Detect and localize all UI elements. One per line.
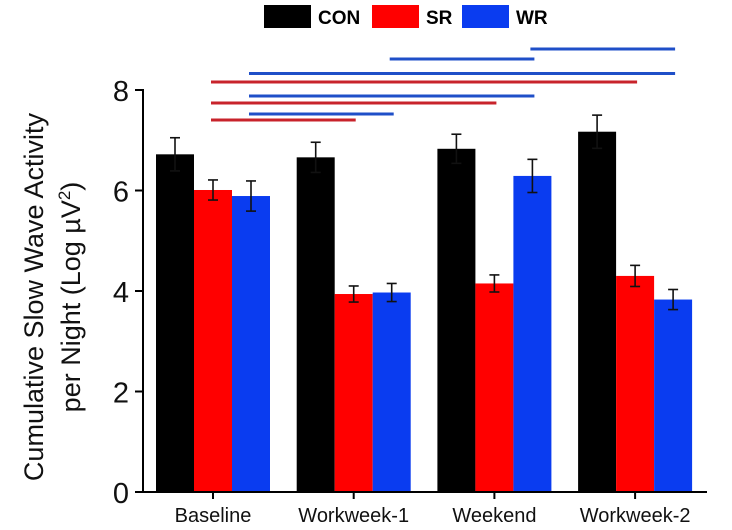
y-axis-label-line1: Cumulative Slow Wave Activity: [19, 112, 49, 481]
bar-wr-weekend: [513, 175, 552, 493]
legend-swatch-wr: [462, 5, 509, 28]
legend: CON SR WR: [264, 5, 548, 29]
legend-swatch-con: [264, 5, 311, 28]
bar-sr-baseline: [194, 189, 232, 492]
bar-sr-workweek-2: [616, 275, 655, 492]
y-tick-label: 2: [113, 378, 129, 410]
y-tick-label: 8: [113, 76, 129, 108]
legend-label-con: CON: [318, 8, 360, 29]
bar-sr-workweek-1: [334, 294, 373, 492]
bar-sr-weekend: [475, 283, 514, 492]
significance-lines: [211, 47, 676, 122]
bar-wr-workweek-1: [372, 292, 411, 492]
legend-label-wr: WR: [516, 8, 548, 29]
y-axis-label-line2-suffix: ): [56, 182, 86, 191]
bar-wr-baseline: [232, 196, 270, 492]
legend-label-sr: SR: [426, 8, 453, 29]
bar-con-workweek-1: [296, 157, 335, 492]
bars: [156, 114, 693, 493]
y-ticks: 0 2 4 6 8: [113, 76, 143, 510]
x-tick-label: Workweek-2: [580, 505, 691, 527]
y-axis-label-superscript: 2: [55, 191, 74, 200]
bar-wr-workweek-2: [654, 299, 693, 492]
x-tick-label: Weekend: [452, 505, 536, 527]
x-tick-label: Baseline: [175, 505, 252, 527]
bar-con-baseline: [156, 154, 194, 492]
y-axis-label-line2-prefix: per Night (Log µV: [56, 200, 86, 412]
y-axis-label: Cumulative Slow Wave Activity per Night …: [19, 112, 86, 481]
y-tick-label: 4: [113, 277, 129, 309]
y-tick-label: 0: [113, 478, 129, 510]
bar-con-weekend: [437, 148, 476, 493]
y-tick-label: 6: [113, 177, 129, 209]
x-tick-label: Workweek-1: [298, 505, 409, 527]
y-axis-label-line2: per Night (Log µV2): [55, 182, 86, 413]
x-ticks: Baseline Workweek-1 Weekend Workweek-2: [175, 492, 691, 527]
bar-con-workweek-2: [578, 131, 617, 492]
legend-swatch-sr: [372, 5, 419, 28]
